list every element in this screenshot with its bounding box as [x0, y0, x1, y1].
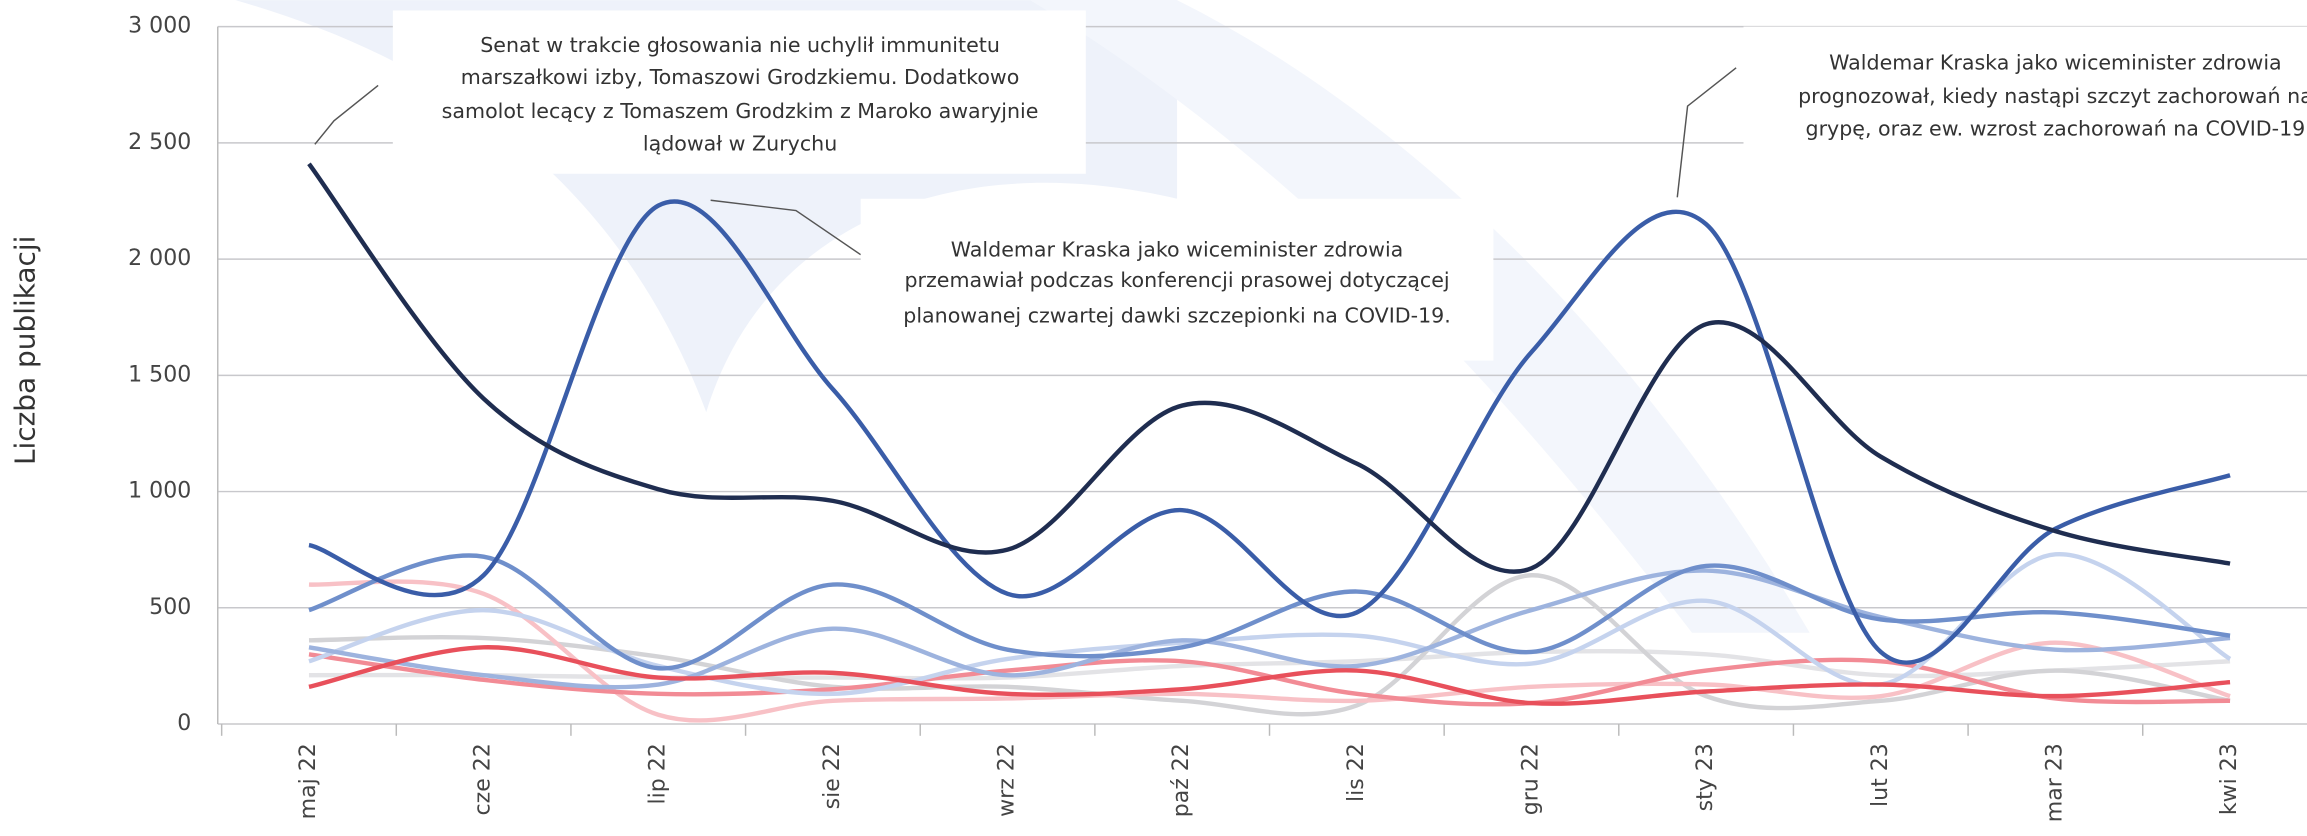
annotation-text: grypę, oraz ew. wzrost zachorowań na COV…	[1806, 117, 2306, 141]
annotation-box	[860, 198, 1494, 361]
series-line	[308, 568, 2231, 690]
annotation-box	[1743, 26, 2307, 160]
annotation-text: prognozował, kiedy nastąpi szczyt zachor…	[1798, 84, 2307, 108]
x-tick-label: lut 23	[1868, 743, 1893, 807]
x-tick-label: cze 22	[471, 743, 496, 815]
x-tick-label: gru 22	[1518, 743, 1543, 815]
x-tick-label: sie 22	[820, 743, 845, 809]
x-tick-label: kwi 23	[2217, 743, 2242, 815]
x-tick-label: lis 22	[1344, 743, 1369, 802]
annotation-leader	[710, 199, 862, 256]
y-tick-label: 0	[177, 711, 191, 736]
annotation-text: samolot lecący z Tomaszem Grodzkim z Mar…	[442, 99, 1039, 123]
y-tick-label: 3 000	[128, 14, 191, 39]
y-tick-label: 1 000	[128, 479, 191, 504]
annotation-box	[392, 10, 1086, 174]
annotation-text: przemawiał podczas konferencji prasowej …	[904, 268, 1449, 292]
annotation-text: lądował w Zurychu	[643, 131, 837, 155]
annotation-text: planowanej czwartej dawki szczepionki na…	[903, 303, 1451, 327]
x-tick-label: sty 23	[1693, 743, 1718, 811]
x-tick-label: maj 22	[296, 743, 321, 819]
series-line	[308, 645, 2231, 706]
annotation-text: Waldemar Kraska jako wiceminister zdrowi…	[951, 237, 1403, 261]
annotation-text: Senat w trakcie głosowania nie uchylił i…	[480, 33, 1000, 57]
annotation-text: Waldemar Kraska jako wiceminister zdrowi…	[1829, 50, 2282, 74]
x-tick-label: mar 23	[2042, 743, 2067, 822]
series-line	[308, 579, 2231, 723]
series-line	[308, 553, 2231, 671]
y-tick-label: 1 500	[128, 362, 191, 387]
y-tick-label: 500	[149, 595, 191, 620]
series-line	[308, 573, 2231, 717]
x-tick-label: paź 22	[1169, 743, 1194, 817]
y-tick-label: 2 500	[128, 130, 191, 155]
x-tick-label: lip 22	[645, 743, 670, 804]
x-tick-label: wrz 22	[995, 743, 1020, 817]
annotation-leader	[1676, 67, 1737, 198]
background-shape	[1029, 0, 1810, 633]
y-axis-label: Liczba publikacji	[8, 236, 41, 465]
series-line	[307, 162, 2231, 574]
series-line	[308, 199, 2231, 665]
y-tick-label: 2 000	[128, 246, 191, 271]
series-line	[308, 552, 2232, 697]
annotation-leader	[314, 84, 379, 145]
annotation-text: marszałkowi izby, Tomaszowi Grodzkiemu. …	[461, 65, 1020, 89]
